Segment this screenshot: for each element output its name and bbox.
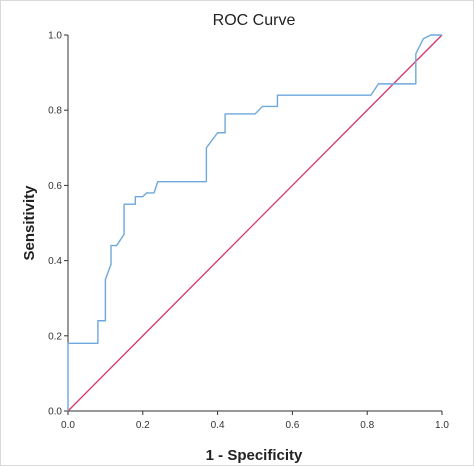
- x-tick-label: 0.2: [136, 420, 150, 431]
- y-tick-label: 0.6: [48, 181, 62, 192]
- x-tick-label: 1.0: [435, 420, 449, 431]
- x-tick-label: 0.8: [360, 420, 374, 431]
- x-axis-label: 1 - Specificity: [206, 447, 303, 464]
- y-tick-label: 0.4: [48, 256, 62, 267]
- chart-title: ROC Curve: [213, 12, 296, 29]
- roc-curve-line: [67, 34, 442, 411]
- y-tick-label: 0.0: [48, 407, 62, 418]
- y-tick-label: 0.8: [48, 106, 62, 117]
- y-tick-label: 1.0: [48, 31, 62, 42]
- plot-area: 0.0 0.2 0.4 0.6 0.8 1.0 0.0 0.2 0.4 0.6 0.8 1.0: [48, 31, 449, 432]
- y-tick-label: 0.2: [48, 331, 62, 342]
- x-tick-label: 0.6: [285, 420, 299, 431]
- reference-line: [67, 34, 443, 412]
- x-tick-label: 0.0: [61, 420, 75, 431]
- y-axis-label: Sensitivity: [21, 185, 38, 261]
- x-tick-label: 0.4: [211, 420, 225, 431]
